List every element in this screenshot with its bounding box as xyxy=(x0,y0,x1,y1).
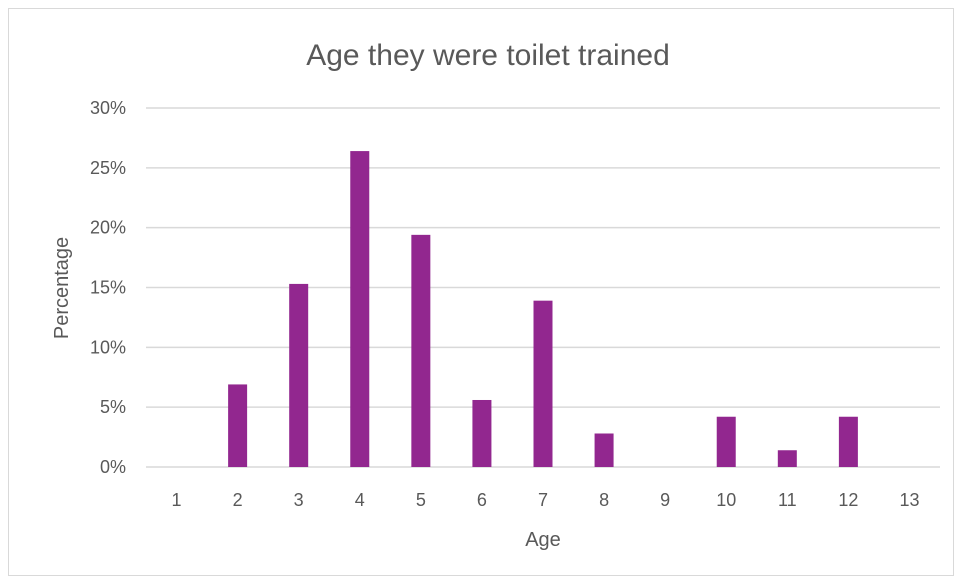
x-tick-label: 11 xyxy=(778,490,797,510)
bar-age-12 xyxy=(838,416,858,467)
x-tick-label: 2 xyxy=(233,490,243,510)
bar-age-8 xyxy=(594,433,614,467)
y-axis-label: Percentage xyxy=(51,237,73,339)
x-tick-label: 4 xyxy=(355,490,365,510)
x-tick-label: 13 xyxy=(899,490,919,510)
y-tick-label: 30% xyxy=(90,98,126,118)
y-tick-label: 5% xyxy=(100,397,126,417)
x-tick-label: 8 xyxy=(599,490,609,510)
x-tick-label: 6 xyxy=(477,490,487,510)
bars xyxy=(228,151,858,467)
bar-age-11 xyxy=(777,450,797,467)
gridlines xyxy=(146,107,940,468)
x-axis-label: Age xyxy=(525,529,561,551)
y-tick-label: 25% xyxy=(90,158,126,178)
x-tick-label: 1 xyxy=(172,490,182,510)
x-tick-label: 3 xyxy=(294,490,304,510)
x-tick-label: 9 xyxy=(660,490,670,510)
x-tick-label: 5 xyxy=(416,490,426,510)
y-tick-label: 15% xyxy=(90,278,126,298)
y-tick-label: 20% xyxy=(90,218,126,238)
bar-age-4 xyxy=(350,151,370,467)
x-tick-label: 10 xyxy=(716,490,736,510)
x-tick-label: 12 xyxy=(838,490,858,510)
y-tick-label: 10% xyxy=(90,337,126,357)
chart-frame xyxy=(8,8,954,576)
bar-age-2 xyxy=(228,384,248,467)
bar-age-10 xyxy=(716,416,736,467)
x-axis-ticks: 1 2 3 4 5 6 7 8 9 10 11 12 13 xyxy=(172,490,920,510)
bar-age-5 xyxy=(411,234,431,467)
bar-age-3 xyxy=(289,283,309,467)
y-axis-ticks: 0% 5% 10% 15% 20% 25% 30% xyxy=(90,98,126,477)
y-tick-label: 0% xyxy=(100,457,126,477)
chart-title: Age they were toilet trained xyxy=(306,39,670,72)
bar-age-7 xyxy=(533,300,553,467)
bar-age-6 xyxy=(472,399,492,467)
x-tick-label: 7 xyxy=(538,490,548,510)
